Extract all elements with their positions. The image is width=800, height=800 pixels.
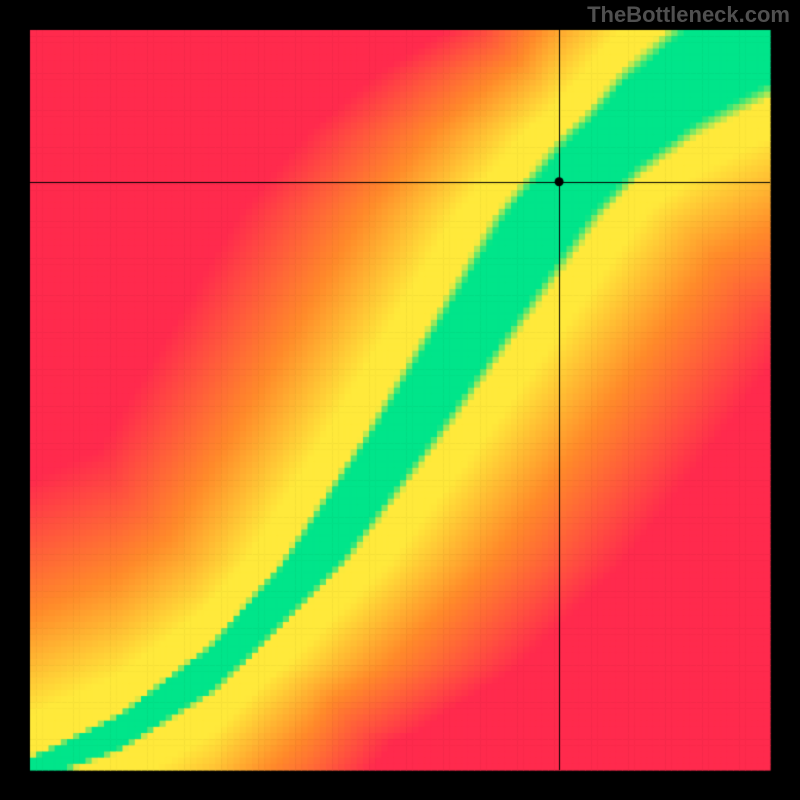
watermark-text: TheBottleneck.com [587,2,790,28]
heatmap-canvas [0,0,800,800]
chart-container: TheBottleneck.com [0,0,800,800]
